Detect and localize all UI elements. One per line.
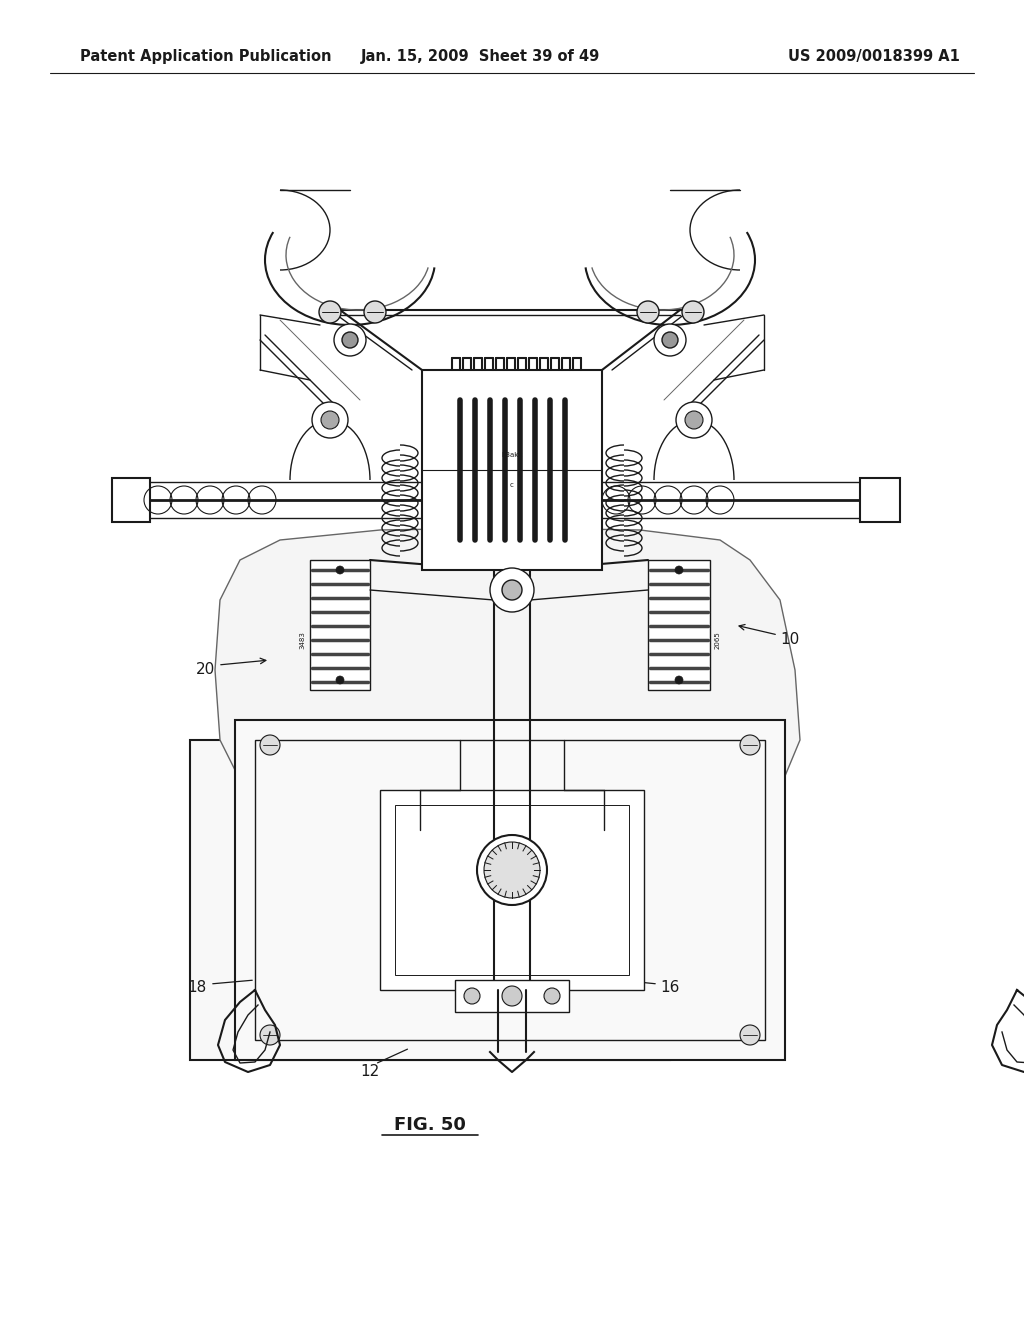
Text: 20: 20 — [196, 663, 215, 677]
Bar — [234, 719, 785, 1060]
Circle shape — [319, 301, 341, 323]
Circle shape — [544, 987, 560, 1005]
Circle shape — [676, 403, 712, 438]
Circle shape — [484, 842, 540, 898]
Circle shape — [675, 676, 683, 684]
Circle shape — [490, 568, 534, 612]
Text: K3ak2: K3ak2 — [501, 451, 523, 458]
Bar — [860, 478, 900, 521]
Text: Patent Application Publication: Patent Application Publication — [80, 49, 332, 65]
Polygon shape — [215, 528, 800, 873]
Text: 18: 18 — [187, 981, 207, 995]
Circle shape — [477, 836, 547, 906]
Circle shape — [637, 301, 659, 323]
Bar — [648, 560, 710, 690]
Circle shape — [342, 333, 358, 348]
Text: 3483: 3483 — [299, 631, 305, 649]
Circle shape — [654, 323, 686, 356]
Circle shape — [464, 987, 480, 1005]
Circle shape — [685, 411, 703, 429]
Circle shape — [502, 579, 522, 601]
Text: 2065: 2065 — [715, 631, 721, 649]
Circle shape — [682, 301, 705, 323]
Bar — [255, 741, 765, 1040]
Circle shape — [502, 986, 522, 1006]
Text: US 2009/0018399 A1: US 2009/0018399 A1 — [788, 49, 961, 65]
Circle shape — [336, 566, 344, 574]
Circle shape — [740, 1026, 760, 1045]
Bar — [310, 560, 370, 690]
Circle shape — [740, 735, 760, 755]
Circle shape — [336, 676, 344, 684]
Text: Jan. 15, 2009  Sheet 39 of 49: Jan. 15, 2009 Sheet 39 of 49 — [360, 49, 600, 65]
Bar — [112, 478, 150, 521]
Text: 16: 16 — [660, 981, 679, 995]
Bar — [190, 741, 670, 1060]
Circle shape — [312, 403, 348, 438]
Text: 10: 10 — [780, 632, 800, 648]
Circle shape — [321, 411, 339, 429]
Circle shape — [662, 333, 678, 348]
Bar — [395, 805, 629, 975]
Circle shape — [675, 566, 683, 574]
Circle shape — [364, 301, 386, 323]
Bar — [422, 370, 602, 570]
Bar — [455, 979, 569, 1012]
Text: c: c — [510, 482, 514, 488]
Circle shape — [334, 323, 366, 356]
Text: FIG. 50: FIG. 50 — [394, 1115, 466, 1134]
Circle shape — [260, 735, 280, 755]
Circle shape — [260, 1026, 280, 1045]
Text: 12: 12 — [360, 1064, 380, 1080]
Bar — [380, 789, 644, 990]
